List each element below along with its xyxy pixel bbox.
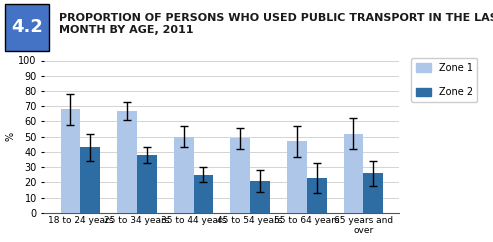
Bar [287, 141, 307, 213]
Bar [61, 109, 80, 213]
Bar [117, 111, 137, 213]
Y-axis label: %: % [5, 132, 16, 141]
Text: PROPORTION OF PERSONS WHO USED PUBLIC TRANSPORT IN THE LAST
MONTH BY AGE, 2011: PROPORTION OF PERSONS WHO USED PUBLIC TR… [59, 13, 493, 35]
Bar [137, 155, 157, 213]
Legend: Zone 1, Zone 2: Zone 1, Zone 2 [411, 58, 478, 102]
Bar [363, 173, 383, 213]
Bar [307, 178, 326, 213]
Bar [230, 138, 250, 213]
Bar [174, 137, 194, 213]
Bar [344, 134, 363, 213]
Text: 4.2: 4.2 [11, 18, 43, 36]
Bar [250, 181, 270, 213]
Bar [80, 147, 100, 213]
FancyBboxPatch shape [5, 4, 49, 51]
Bar [194, 175, 213, 213]
